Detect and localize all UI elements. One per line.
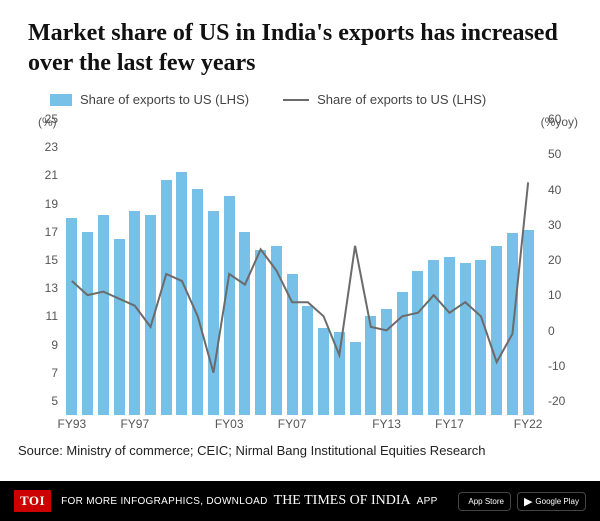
legend-bar: Share of exports to US (LHS) xyxy=(50,92,249,107)
y-right-tick: -20 xyxy=(548,394,588,408)
legend-line-label: Share of exports to US (LHS) xyxy=(317,92,486,107)
y-right-tick: 40 xyxy=(548,183,588,197)
footer-suffix: APP xyxy=(417,496,438,507)
googleplay-label: Google Play xyxy=(535,497,579,506)
y-left-tick: 21 xyxy=(18,168,58,182)
toi-badge: TOI xyxy=(14,490,51,512)
y-left-tick: 25 xyxy=(18,112,58,126)
legend-bar-swatch xyxy=(50,94,72,106)
line-series xyxy=(72,182,528,372)
appstore-badge[interactable]: App Store xyxy=(458,492,511,511)
y-right-tick: 0 xyxy=(548,324,588,338)
app-badges: App Store ▶Google Play xyxy=(458,492,586,511)
y-left-tick: 9 xyxy=(18,338,58,352)
x-tick: FY93 xyxy=(58,417,87,431)
y-left-tick: 5 xyxy=(18,394,58,408)
footer: TOI FOR MORE INFOGRAPHICS, DOWNLOAD THE … xyxy=(0,481,600,521)
x-tick: FY22 xyxy=(514,417,543,431)
chart-title: Market share of US in India's exports ha… xyxy=(0,0,600,88)
right-axis-ticks: -20-100102030405060 xyxy=(542,133,582,415)
y-right-tick: -10 xyxy=(548,359,588,373)
y-left-tick: 17 xyxy=(18,225,58,239)
appstore-label: App Store xyxy=(468,497,504,506)
source-text: Source: Ministry of commerce; CEIC; Nirm… xyxy=(0,435,600,458)
y-left-tick: 7 xyxy=(18,366,58,380)
legend-line-swatch xyxy=(283,99,309,101)
x-axis-ticks: FY93FY97FY03FY07FY13FY17FY22 xyxy=(64,417,536,435)
left-axis-ticks: 5791113151719212325 xyxy=(18,133,58,415)
y-right-tick: 60 xyxy=(548,112,588,126)
y-right-tick: 10 xyxy=(548,288,588,302)
x-tick: FY17 xyxy=(435,417,464,431)
legend-bar-label: Share of exports to US (LHS) xyxy=(80,92,249,107)
y-left-tick: 19 xyxy=(18,197,58,211)
x-tick: FY07 xyxy=(278,417,307,431)
y-right-tick: 50 xyxy=(548,147,588,161)
googleplay-badge[interactable]: ▶Google Play xyxy=(517,492,586,511)
footer-text: FOR MORE INFOGRAPHICS, DOWNLOAD THE TIME… xyxy=(61,493,448,509)
play-icon: ▶ xyxy=(524,495,532,508)
legend: Share of exports to US (LHS) Share of ex… xyxy=(0,88,600,109)
y-left-tick: 23 xyxy=(18,140,58,154)
legend-line: Share of exports to US (LHS) xyxy=(283,92,486,107)
chart: (%) (%yoy) 5791113151719212325 -20-10010… xyxy=(18,115,582,435)
y-left-tick: 13 xyxy=(18,281,58,295)
y-left-tick: 11 xyxy=(18,309,58,323)
y-left-tick: 15 xyxy=(18,253,58,267)
x-tick: FY03 xyxy=(215,417,244,431)
x-tick: FY97 xyxy=(120,417,149,431)
footer-prefix: FOR MORE INFOGRAPHICS, DOWNLOAD xyxy=(61,496,268,507)
y-right-tick: 30 xyxy=(548,218,588,232)
plot-area xyxy=(64,133,536,415)
footer-brand: THE TIMES OF INDIA xyxy=(274,493,411,509)
line-layer xyxy=(64,133,536,415)
y-right-tick: 20 xyxy=(548,253,588,267)
infographic-root: Market share of US in India's exports ha… xyxy=(0,0,600,521)
x-tick: FY13 xyxy=(372,417,401,431)
